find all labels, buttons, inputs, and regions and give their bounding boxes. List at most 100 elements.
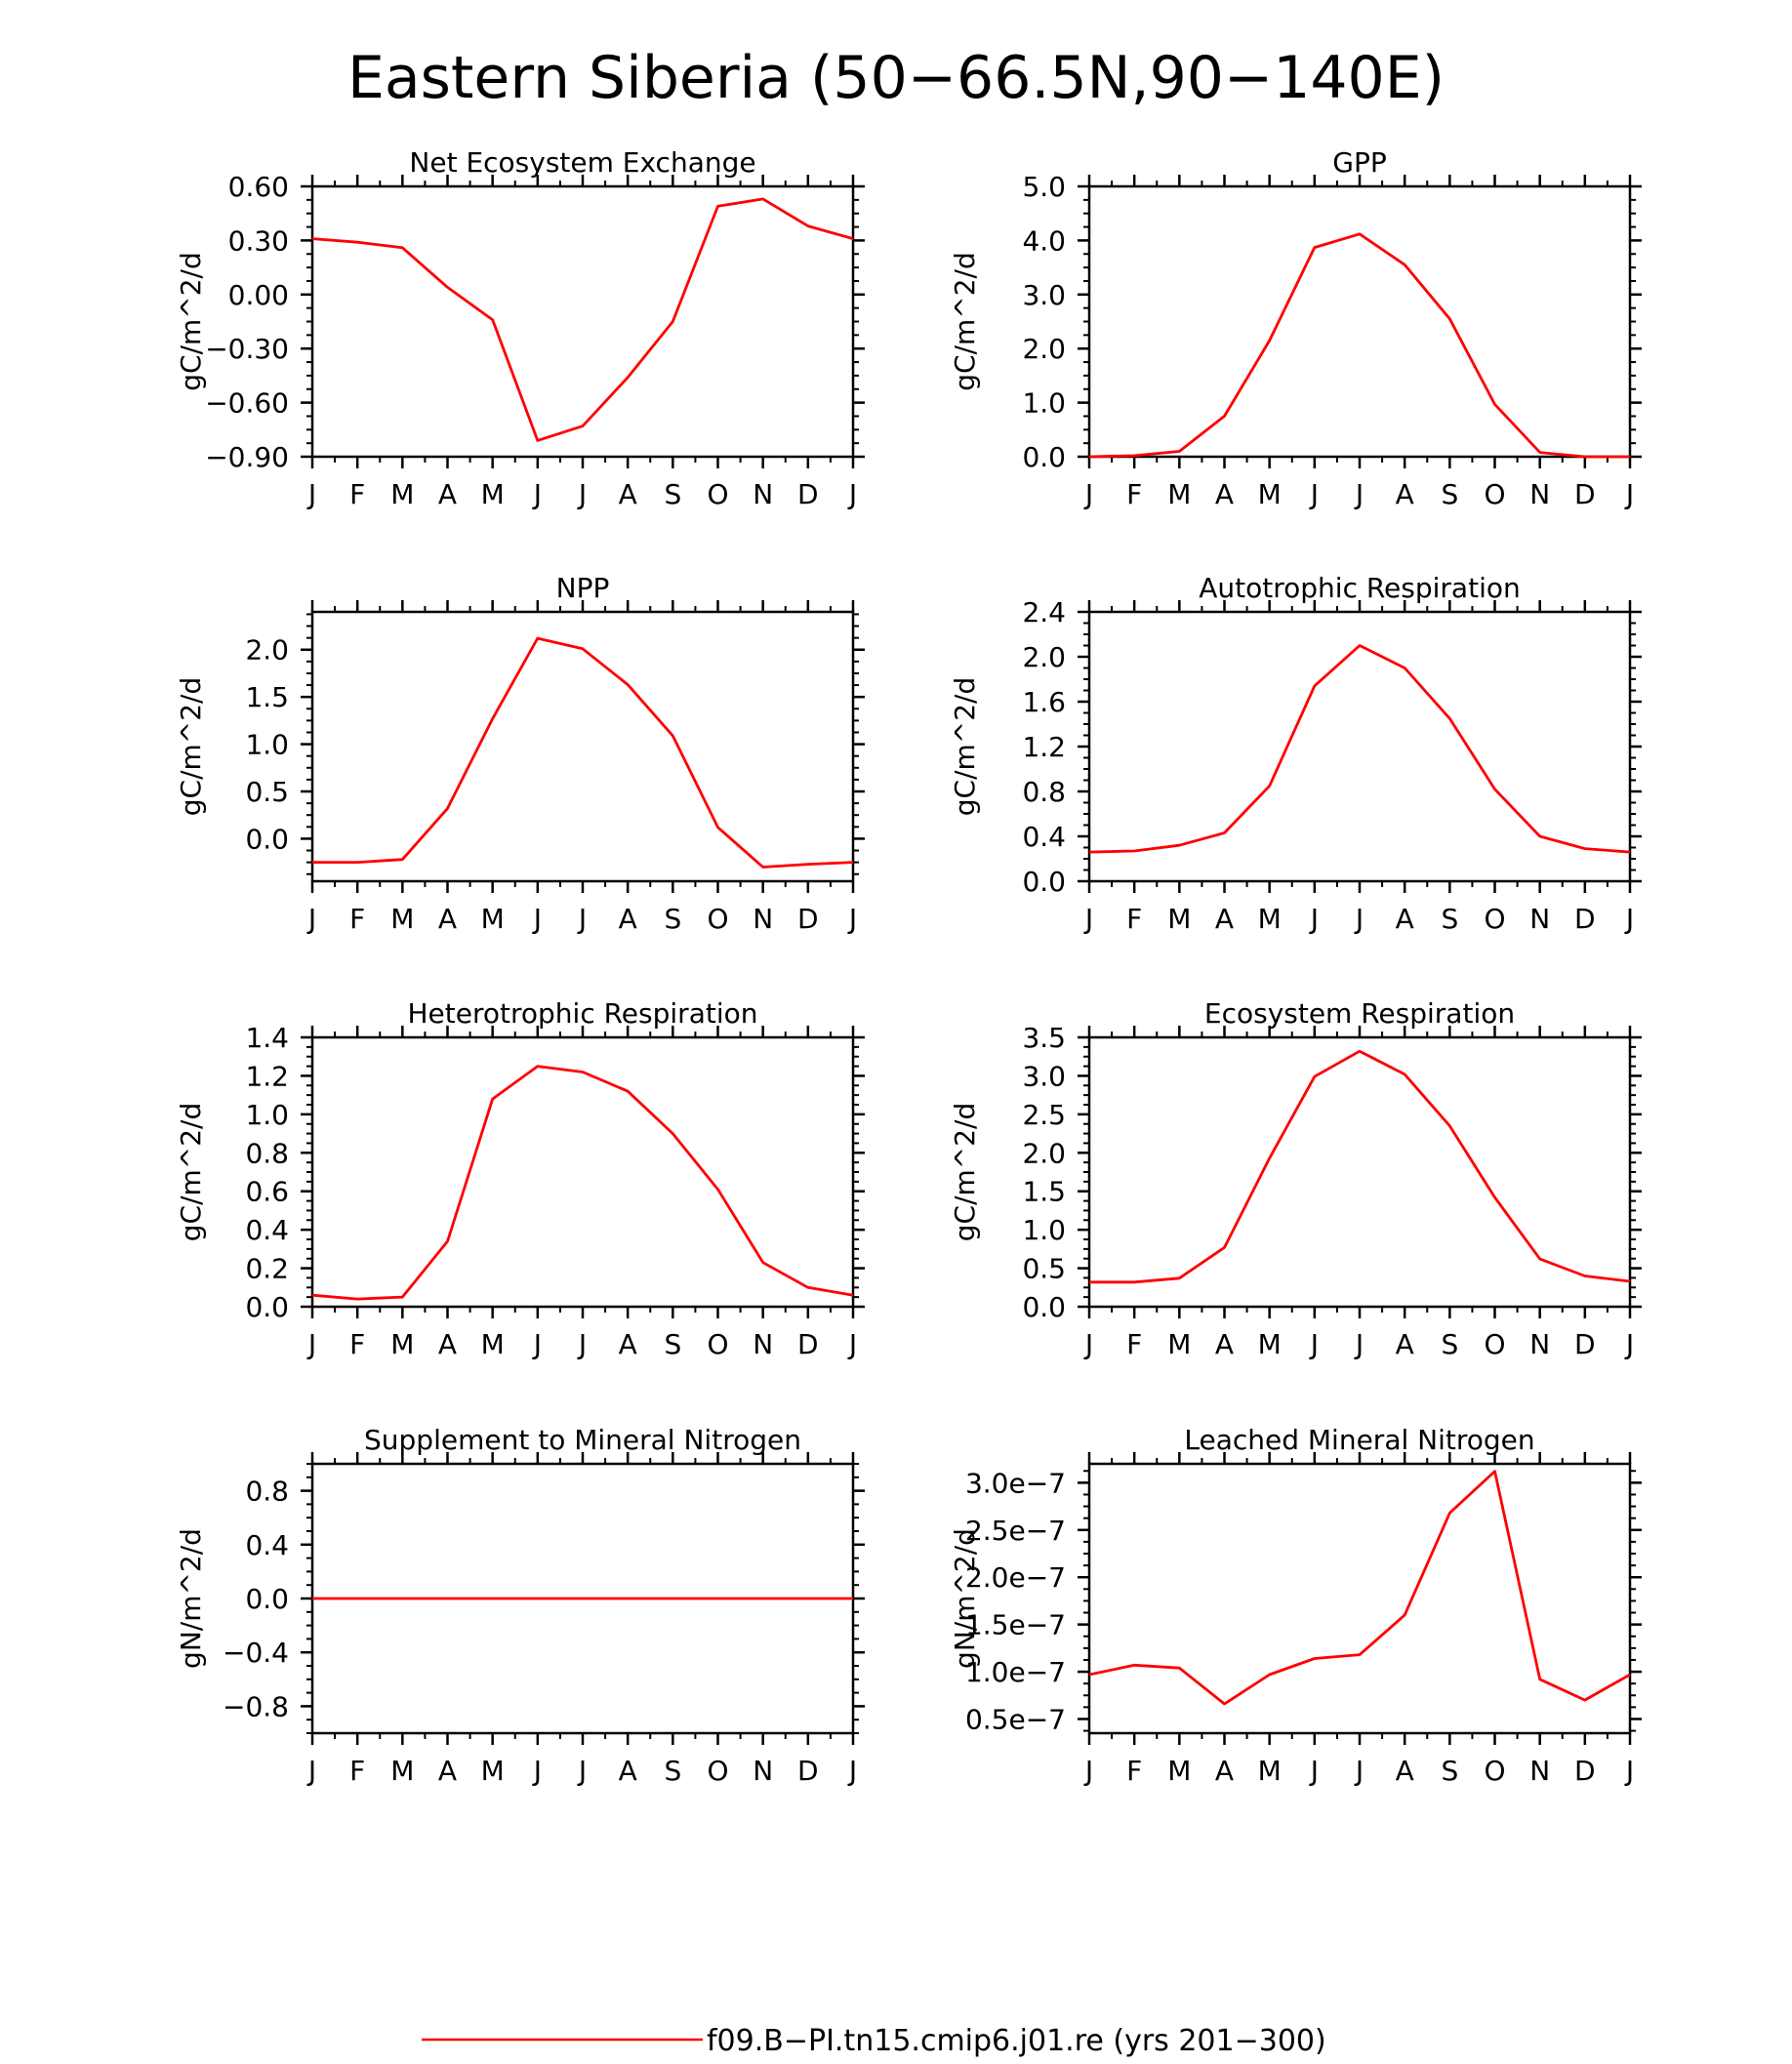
plot-frame: [1087, 610, 1632, 883]
series-line: [311, 1065, 854, 1301]
y-axis-label: gC/m^2/d: [175, 252, 207, 391]
x-tick-label: D: [797, 1328, 819, 1360]
y-tick-label: 1.4: [245, 1022, 289, 1054]
y-tick-label: 1.0: [1022, 387, 1066, 420]
y-tick-label: 1.2: [245, 1060, 289, 1092]
y-tick-label: 0.00: [228, 279, 289, 311]
y-tick-label: −0.8: [223, 1690, 289, 1722]
x-tick-label: N: [753, 478, 773, 510]
panel-title: Supplement to Mineral Nitrogen: [364, 1424, 801, 1456]
plot-frame: [310, 610, 855, 883]
y-tick-label: 2.0: [245, 634, 289, 667]
y-tick-label: 3.0: [1022, 1060, 1066, 1092]
legend: f09.B−PI.tn15.cmip6.j01.re (yrs 201−300): [422, 2024, 1326, 2058]
series-line: [1089, 1049, 1631, 1284]
x-tick-label: O: [707, 1328, 728, 1360]
x-tick-label: J: [847, 1755, 857, 1787]
x-tick-label: J: [1624, 903, 1634, 935]
x-tick-label: O: [707, 1755, 728, 1787]
x-tick-label: D: [1574, 903, 1596, 935]
y-tick-label: 0.0: [245, 1583, 289, 1615]
x-tick-label: A: [619, 1328, 637, 1360]
x-tick-label: D: [1574, 1755, 1596, 1787]
x-tick-label: F: [349, 478, 365, 510]
x-tick-label: A: [1396, 1755, 1414, 1787]
plot-frame: [1087, 1462, 1632, 1735]
x-tick-label: D: [797, 478, 819, 510]
y-tick-label: 1.5: [1022, 1176, 1066, 1208]
x-tick-label: J: [577, 1328, 587, 1360]
y-axis-label: gC/m^2/d: [175, 677, 207, 817]
x-tick-label: J: [1309, 903, 1319, 935]
y-tick-label: 1.5: [245, 681, 289, 713]
series-line: [1088, 644, 1631, 854]
x-tick-label: S: [1441, 1755, 1458, 1787]
y-tick-label: 0.0: [245, 823, 289, 855]
x-tick-label: O: [1484, 903, 1505, 935]
x-tick-label: A: [438, 1328, 457, 1360]
y-tick-label: 2.0: [1022, 1137, 1066, 1169]
x-tick-label: O: [707, 903, 728, 935]
x-tick-label: M: [1167, 1755, 1191, 1787]
x-tick-label: J: [532, 1328, 542, 1360]
y-tick-label: 0.30: [228, 224, 289, 257]
main-title: Eastern Siberia (50−66.5N,90−140E): [347, 44, 1445, 112]
x-tick-label: J: [1309, 1328, 1319, 1360]
y-tick-label: 0.4: [245, 1214, 289, 1246]
y-tick-label: 0.8: [1022, 776, 1066, 808]
y-tick-label: 0.5e−7: [965, 1703, 1066, 1735]
y-tick-label: −0.60: [205, 387, 289, 420]
y-axis-label: gN/m^2/d: [949, 1528, 981, 1669]
legend-label: f09.B−PI.tn15.cmip6.j01.re (yrs 201−300): [707, 2024, 1326, 2058]
x-tick-label: J: [306, 478, 316, 510]
y-tick-label: 0.4: [1022, 821, 1066, 853]
x-tick-label: A: [1215, 903, 1234, 935]
x-tick-label: S: [1441, 478, 1458, 510]
y-tick-label: 3.0: [1022, 279, 1066, 311]
x-tick-label: F: [349, 903, 365, 935]
series-line: [311, 197, 854, 442]
y-tick-label: 2.5e−7: [965, 1515, 1066, 1547]
x-tick-label: D: [797, 903, 819, 935]
y-axis-label: gC/m^2/d: [949, 1103, 981, 1242]
x-tick-label: M: [390, 478, 414, 510]
x-tick-label: S: [1441, 903, 1458, 935]
y-tick-label: −0.90: [205, 441, 289, 473]
y-axis-label: gC/m^2/d: [949, 677, 981, 817]
x-tick-label: D: [1574, 1328, 1596, 1360]
x-tick-label: S: [664, 478, 681, 510]
y-tick-label: −0.4: [223, 1637, 289, 1669]
panel-title: Leached Mineral Nitrogen: [1184, 1424, 1534, 1456]
x-tick-label: A: [1396, 478, 1414, 510]
x-tick-label: J: [847, 903, 857, 935]
x-tick-label: J: [577, 478, 587, 510]
x-tick-label: M: [481, 478, 505, 510]
x-tick-label: A: [438, 478, 457, 510]
x-tick-label: M: [390, 1755, 414, 1787]
x-tick-label: S: [1441, 1328, 1458, 1360]
x-tick-label: J: [1083, 1755, 1093, 1787]
y-tick-label: 0.0: [245, 1291, 289, 1323]
x-tick-label: N: [753, 1328, 773, 1360]
y-tick-label: 1.0e−7: [965, 1656, 1066, 1688]
x-tick-label: M: [1258, 1328, 1282, 1360]
y-tick-label: 1.0: [1022, 1214, 1066, 1246]
x-tick-label: A: [619, 478, 637, 510]
panel-title: GPP: [1332, 146, 1386, 179]
x-tick-label: F: [1126, 1755, 1142, 1787]
panel-title: NPP: [556, 572, 610, 604]
x-tick-label: A: [1215, 1328, 1234, 1360]
y-tick-label: 2.0: [1022, 333, 1066, 365]
x-tick-label: M: [1258, 903, 1282, 935]
x-tick-label: J: [1309, 1755, 1319, 1787]
x-tick-label: F: [349, 1755, 365, 1787]
x-tick-label: N: [1529, 1328, 1550, 1360]
x-tick-label: D: [797, 1755, 819, 1787]
